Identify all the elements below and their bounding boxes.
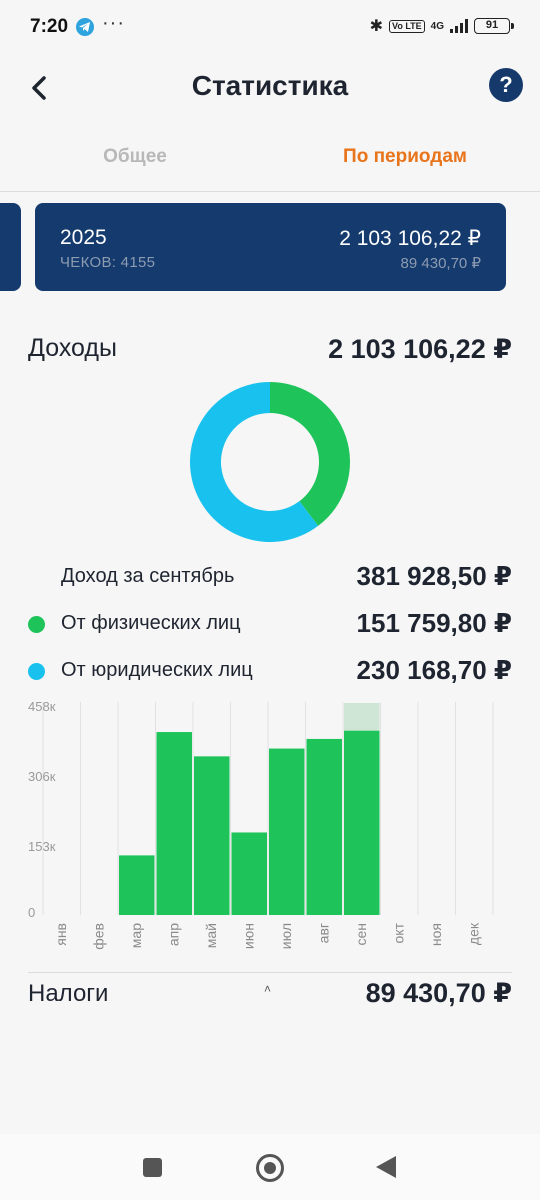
x-tick-label: мар <box>128 923 144 948</box>
legend-dot-cyan <box>28 663 45 680</box>
system-nav-bar <box>0 1134 540 1200</box>
back-button[interactable] <box>22 70 58 106</box>
x-tick-label: май <box>203 923 219 948</box>
legend-individuals-value: 151 759,80 ₽ <box>356 608 512 638</box>
period-card[interactable]: 2025 2 103 106,22 ₽ ЧЕКОВ: 4155 89 430,7… <box>35 203 506 291</box>
x-tick-label: июл <box>278 923 294 949</box>
bar[interactable] <box>194 756 230 915</box>
x-tick-label: апр <box>165 923 181 946</box>
income-row: Доходы 2 103 106,22 ₽ <box>28 334 512 370</box>
legend-legal-value: 230 168,70 ₽ <box>356 655 512 685</box>
battery-icon: 91 <box>474 18 514 34</box>
legend-dot-green <box>28 616 45 633</box>
status-indicators: ✱ Vo LTE 4G 91 <box>369 16 514 36</box>
income-value: 2 103 106,22 ₽ <box>328 334 512 364</box>
tab-general[interactable]: Общее <box>103 146 167 167</box>
x-tick-label: июн <box>240 923 256 949</box>
bar[interactable] <box>269 748 305 915</box>
income-donut-chart <box>190 382 350 542</box>
x-tick-label: окт <box>390 922 406 943</box>
income-label: Доходы <box>28 334 117 362</box>
period-total: 2 103 106,22 ₽ <box>339 227 481 250</box>
x-tick-label: дек <box>465 922 481 945</box>
volte-icon: Vo LTE <box>388 19 425 33</box>
bar[interactable] <box>231 832 268 915</box>
period-tax: 89 430,70 ₽ <box>400 255 481 272</box>
legend-legal: От юридических лиц 230 168,70 ₽ <box>28 655 512 687</box>
page-title: Статистика <box>191 70 349 101</box>
status-bar: 7:20 ··· ✱ Vo LTE 4G 91 <box>0 0 540 56</box>
bluetooth-icon: ✱ <box>369 18 383 35</box>
legend-individuals-label: От физических лиц <box>61 612 241 634</box>
bar[interactable] <box>119 855 155 915</box>
x-tick-label: ноя <box>428 923 444 946</box>
signal-icon <box>450 19 468 33</box>
telegram-icon <box>76 18 94 36</box>
taxes-value: 89 430,70 ₽ <box>365 978 512 1008</box>
donut-slice <box>190 382 319 542</box>
month-income-row: Доход за сентябрь 381 928,50 ₽ <box>28 561 512 593</box>
x-tick-label: сен <box>353 923 369 946</box>
bar[interactable] <box>156 732 193 915</box>
period-checks-count: ЧЕКОВ: 4155 <box>60 254 156 271</box>
bar-highlight <box>344 703 380 731</box>
divider <box>28 972 512 973</box>
month-income-value: 381 928,50 ₽ <box>356 561 512 591</box>
month-income-label: Доход за сентябрь <box>61 565 235 587</box>
x-tick-label: янв <box>53 923 69 946</box>
network-type: 4G <box>430 20 444 32</box>
taxes-row[interactable]: Налоги ˄ 89 430,70 ₽ <box>28 978 512 1014</box>
period-card-previous[interactable] <box>0 203 21 291</box>
period-year: 2025 <box>60 226 107 249</box>
more-notifications-icon: ··· <box>102 12 125 34</box>
system-back-button[interactable] <box>376 1156 396 1178</box>
y-tick-label: 153к <box>28 839 56 854</box>
donut-slice <box>270 382 350 526</box>
app-header: Статистика ? <box>0 56 540 120</box>
y-tick-label: 306к <box>28 769 56 784</box>
help-button[interactable]: ? <box>489 68 523 102</box>
x-tick-label: авг <box>315 923 331 943</box>
bar[interactable] <box>344 730 380 915</box>
status-time: 7:20 <box>30 16 69 37</box>
chevron-left-icon <box>32 76 46 100</box>
legend-legal-label: От юридических лиц <box>61 659 253 681</box>
y-tick-label: 458к <box>28 700 56 714</box>
home-button[interactable] <box>256 1154 284 1182</box>
tab-bar: Общее По периодам <box>0 132 540 192</box>
chevron-up-icon: ˄ <box>264 982 272 996</box>
taxes-label: Налоги <box>28 980 109 1007</box>
bar[interactable] <box>306 738 343 915</box>
x-tick-label: фев <box>90 923 106 950</box>
y-tick-label: 0 <box>28 905 35 920</box>
tab-periods[interactable]: По периодам <box>343 146 467 167</box>
legend-individuals: От физических лиц 151 759,80 ₽ <box>28 608 512 640</box>
monthly-income-bar-chart: 0 153к 306к 458к янв фев мар апр май июн июл авг сен… <box>28 700 494 950</box>
recents-button[interactable] <box>143 1158 162 1177</box>
